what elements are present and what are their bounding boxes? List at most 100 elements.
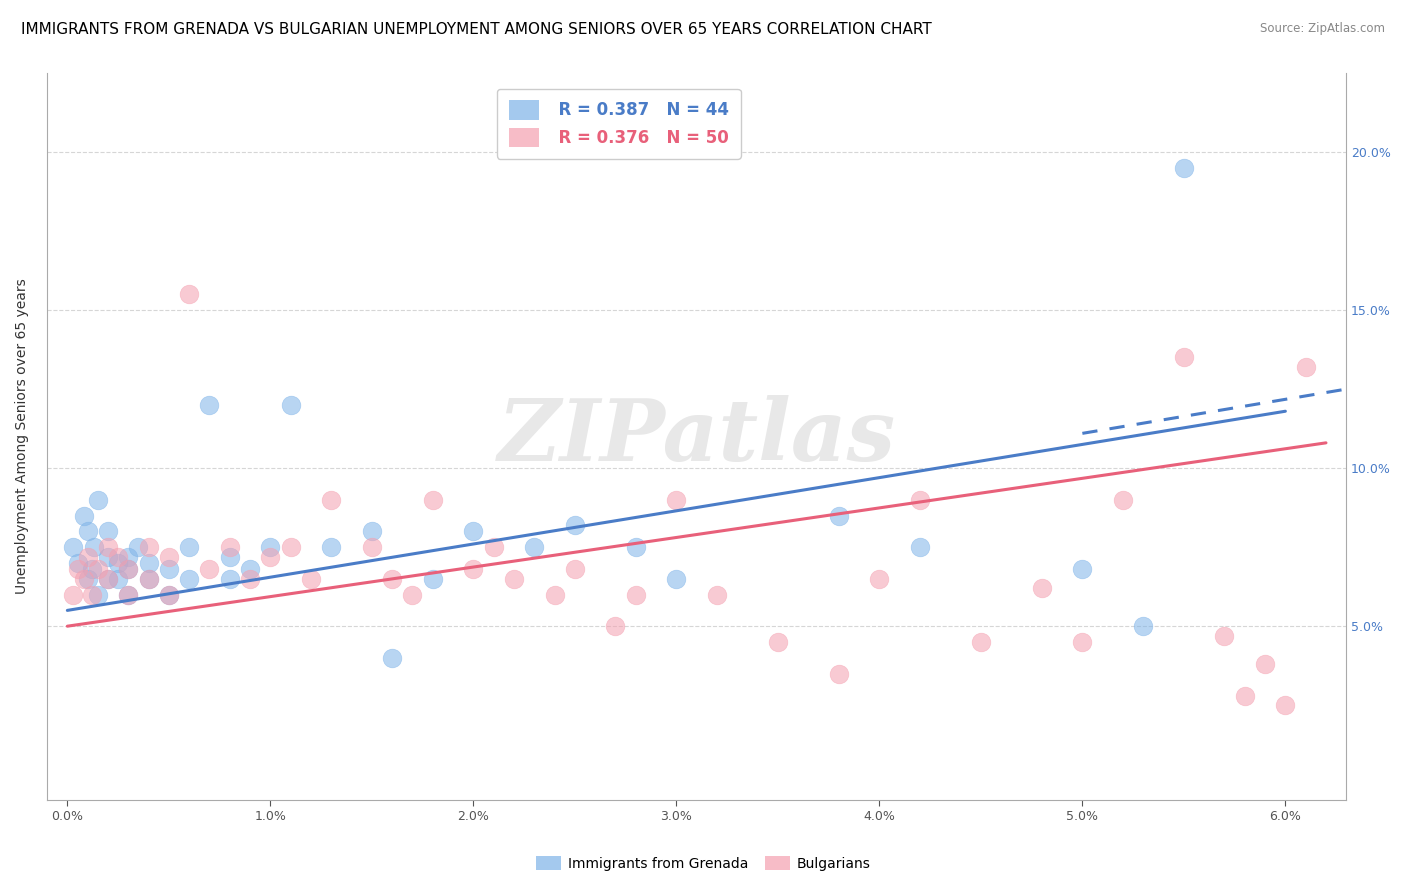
- Point: [299, 572, 322, 586]
- Point: [239, 562, 262, 576]
- Point: [157, 588, 180, 602]
- Point: [360, 540, 382, 554]
- Point: [117, 549, 139, 564]
- Point: [321, 492, 343, 507]
- Point: [179, 572, 201, 586]
- Point: [138, 572, 160, 586]
- Point: [1031, 581, 1053, 595]
- Point: [1173, 161, 1195, 175]
- Point: [157, 588, 180, 602]
- Point: [624, 540, 647, 554]
- Point: [564, 518, 586, 533]
- Point: [482, 540, 505, 554]
- Point: [76, 549, 98, 564]
- Point: [665, 492, 688, 507]
- Point: [401, 588, 423, 602]
- Point: [239, 572, 262, 586]
- Point: [1274, 698, 1296, 713]
- Point: [138, 572, 160, 586]
- Point: [198, 562, 221, 576]
- Point: [766, 635, 789, 649]
- Point: [259, 549, 281, 564]
- Point: [97, 549, 120, 564]
- Point: [179, 540, 201, 554]
- Point: [76, 572, 98, 586]
- Point: [117, 588, 139, 602]
- Point: [83, 540, 105, 554]
- Point: [828, 508, 851, 523]
- Text: ZIPatlas: ZIPatlas: [498, 395, 896, 478]
- Point: [80, 562, 103, 576]
- Point: [503, 572, 526, 586]
- Point: [97, 572, 120, 586]
- Point: [381, 650, 404, 665]
- Point: [62, 588, 84, 602]
- Point: [1295, 359, 1317, 374]
- Point: [218, 572, 240, 586]
- Point: [463, 562, 485, 576]
- Point: [97, 524, 120, 539]
- Point: [138, 556, 160, 570]
- Point: [157, 562, 180, 576]
- Point: [564, 562, 586, 576]
- Point: [868, 572, 890, 586]
- Point: [280, 398, 302, 412]
- Point: [1112, 492, 1135, 507]
- Y-axis label: Unemployment Among Seniors over 65 years: Unemployment Among Seniors over 65 years: [15, 278, 30, 594]
- Point: [117, 562, 139, 576]
- Point: [1173, 351, 1195, 365]
- Point: [107, 572, 129, 586]
- Point: [66, 556, 89, 570]
- Legend:   R = 0.387   N = 44,   R = 0.376   N = 50: R = 0.387 N = 44, R = 0.376 N = 50: [496, 88, 741, 159]
- Point: [80, 588, 103, 602]
- Point: [624, 588, 647, 602]
- Point: [908, 540, 931, 554]
- Point: [218, 549, 240, 564]
- Text: Source: ZipAtlas.com: Source: ZipAtlas.com: [1260, 22, 1385, 36]
- Point: [117, 588, 139, 602]
- Text: IMMIGRANTS FROM GRENADA VS BULGARIAN UNEMPLOYMENT AMONG SENIORS OVER 65 YEARS CO: IMMIGRANTS FROM GRENADA VS BULGARIAN UNE…: [21, 22, 932, 37]
- Point: [117, 562, 139, 576]
- Point: [970, 635, 993, 649]
- Point: [138, 540, 160, 554]
- Point: [1254, 657, 1277, 672]
- Point: [1132, 619, 1154, 633]
- Point: [828, 666, 851, 681]
- Point: [62, 540, 84, 554]
- Point: [87, 588, 110, 602]
- Point: [1233, 689, 1256, 703]
- Point: [360, 524, 382, 539]
- Point: [523, 540, 546, 554]
- Point: [321, 540, 343, 554]
- Point: [605, 619, 627, 633]
- Point: [198, 398, 221, 412]
- Point: [665, 572, 688, 586]
- Point: [422, 572, 444, 586]
- Point: [1071, 562, 1094, 576]
- Point: [179, 287, 201, 301]
- Point: [422, 492, 444, 507]
- Point: [97, 572, 120, 586]
- Point: [706, 588, 728, 602]
- Point: [908, 492, 931, 507]
- Point: [157, 549, 180, 564]
- Point: [218, 540, 240, 554]
- Point: [381, 572, 404, 586]
- Point: [97, 540, 120, 554]
- Point: [66, 562, 89, 576]
- Point: [127, 540, 149, 554]
- Point: [543, 588, 565, 602]
- Point: [87, 562, 110, 576]
- Point: [1071, 635, 1094, 649]
- Point: [107, 556, 129, 570]
- Point: [72, 572, 94, 586]
- Point: [72, 508, 94, 523]
- Point: [76, 524, 98, 539]
- Point: [87, 492, 110, 507]
- Legend: Immigrants from Grenada, Bulgarians: Immigrants from Grenada, Bulgarians: [530, 850, 876, 876]
- Point: [280, 540, 302, 554]
- Point: [1213, 629, 1236, 643]
- Point: [107, 549, 129, 564]
- Point: [259, 540, 281, 554]
- Point: [463, 524, 485, 539]
